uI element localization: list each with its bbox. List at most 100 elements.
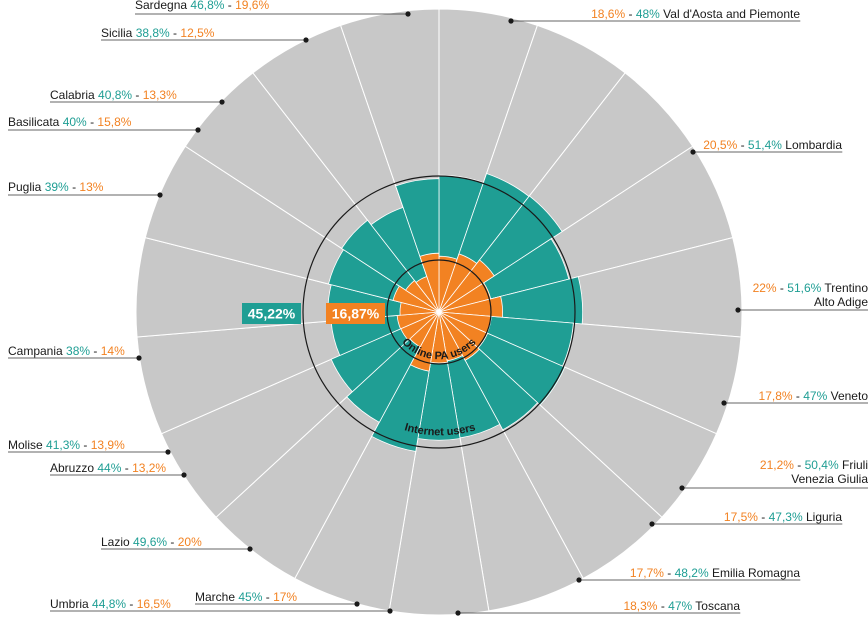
internet-value: 47%	[803, 389, 827, 403]
leader-dot-marche	[354, 601, 360, 607]
leader-dot-liguria	[649, 521, 655, 527]
pa-value: 18,3%	[623, 599, 657, 613]
region-name: Marche	[195, 590, 238, 604]
pa-value: 18,6%	[591, 7, 625, 21]
region-label-abruzzo: Abruzzo 44% - 13,2%	[50, 461, 166, 475]
pa-value: 17%	[273, 590, 297, 604]
pa-bar-basilicata	[392, 285, 440, 313]
leader-dot-veneto	[721, 400, 727, 406]
pa-bar-sardegna	[419, 252, 440, 313]
region-label-trentino-alto-adige: 22% - 51,6% Trentino	[753, 281, 868, 295]
internet-value: 45%	[238, 590, 262, 604]
region-label-lazio: Lazio 49,6% - 20%	[101, 535, 202, 549]
internet-average-value: 45,22%	[248, 306, 296, 322]
region-name: Emilia Romagna	[709, 566, 801, 580]
pa-value: 13,3%	[143, 88, 177, 102]
region-name-line2-friuli-venezia-giulia: Venezia Giulia	[791, 472, 868, 486]
pa-bar-lazio	[409, 311, 440, 372]
internet-value: 44,8%	[92, 597, 126, 611]
pa-value: 21,2%	[760, 458, 794, 472]
pa-bar-trentino-alto-adige	[438, 259, 495, 313]
region-name: Abruzzo	[50, 461, 97, 475]
internet-value: 38%	[66, 344, 90, 358]
internet-value: 38,8%	[136, 26, 170, 40]
internet-value: 46,8%	[190, 0, 224, 12]
pa-value: 17,5%	[724, 510, 758, 524]
leader-dot-emilia-romagna	[576, 577, 582, 583]
region-name: Umbria	[50, 597, 92, 611]
internet-value: 47,3%	[769, 510, 803, 524]
internet-ring-label: Internet users	[403, 421, 477, 438]
region-label-sicilia: Sicilia 38,8% - 12,5%	[101, 26, 215, 40]
pa-value: 22%	[753, 281, 777, 295]
average-rings	[302, 175, 576, 449]
pa-value: 15,8%	[97, 115, 131, 129]
region-label-campania: Campania 38% - 14%	[8, 344, 125, 358]
leader-dot-puglia	[157, 192, 163, 198]
region-name: Lazio	[101, 535, 133, 549]
leader-dot-basilicata	[195, 127, 201, 133]
region-name: Calabria	[50, 88, 98, 102]
average-badges: 45,22% 16,87%	[242, 303, 385, 324]
pa-value: 14%	[101, 344, 125, 358]
pa-value: 13,9%	[91, 438, 125, 452]
region-label-val-d-aosta-and-piemonte: 18,6% - 48% Val d'Aosta and Piemonte	[591, 7, 800, 21]
region-label-emilia-romagna: 17,7% - 48,2% Emilia Romagna	[630, 566, 800, 580]
region-name-line2-trentino-alto-adige: Alto Adige	[814, 295, 868, 309]
leader-dot-val-d-aosta-and-piemonte	[508, 18, 514, 24]
region-label-veneto: 17,8% - 47% Veneto	[759, 389, 868, 403]
region-name: Val d'Aosta and Piemonte	[660, 7, 800, 21]
pa-value: 17,7%	[630, 566, 664, 580]
leader-dot-friuli-venezia-giulia	[679, 485, 685, 491]
pa-value: 20%	[178, 535, 202, 549]
region-name: Basilicata	[8, 115, 63, 129]
leader-dot-calabria	[219, 99, 225, 105]
region-label-molise: Molise 41,3% - 13,9%	[8, 438, 125, 452]
leader-dot-umbria	[387, 608, 393, 614]
internet-value: 51,6%	[787, 281, 821, 295]
internet-value: 40%	[63, 115, 87, 129]
region-name: Liguria	[803, 510, 843, 524]
region-label-lombardia: 20,5% - 51,4% Lombardia	[703, 138, 842, 152]
pa-value: 13,2%	[132, 461, 166, 475]
region-label-puglia: Puglia 39% - 13%	[8, 180, 104, 194]
region-name: Toscana	[692, 599, 740, 613]
region-label-toscana: 18,3% - 47% Toscana	[623, 599, 740, 613]
region-label-umbria: Umbria 44,8% - 16,5%	[50, 597, 171, 611]
pa-value: 16,5%	[137, 597, 171, 611]
region-name: Sicilia	[101, 26, 136, 40]
leader-lines	[8, 11, 868, 616]
internet-value: 40,8%	[98, 88, 132, 102]
pa-bar-calabria	[405, 279, 440, 313]
pa-bar-campania	[396, 311, 440, 330]
leader-dot-lazio	[247, 546, 253, 552]
leader-dot-molise	[165, 449, 171, 455]
pa-bar-friuli-venezia-giulia	[438, 295, 503, 318]
leader-dot-sicilia	[303, 37, 309, 43]
leader-dot-campania	[136, 355, 142, 361]
pa-value: 13%	[79, 180, 103, 194]
region-label-sardegna: Sardegna 46,8% - 19,6%	[135, 0, 269, 12]
internet-value: 41,3%	[46, 438, 80, 452]
internet-value: 49,6%	[133, 535, 167, 549]
region-name: Molise	[8, 438, 46, 452]
internet-average-ring	[302, 175, 576, 449]
region-label-liguria: 17,5% - 47,3% Liguria	[724, 510, 842, 524]
internet-value: 47%	[668, 599, 692, 613]
region-label-friuli-venezia-giulia: 21,2% - 50,4% Friuli	[760, 458, 868, 472]
region-label-calabria: Calabria 40,8% - 13,3%	[50, 88, 177, 102]
internet-value: 39%	[45, 180, 69, 194]
region-name: Campania	[8, 344, 66, 358]
region-label-marche: Marche 45% - 17%	[195, 590, 297, 604]
region-labels: 18,6% - 48% Val d'Aosta and Piemonte 20,5…	[8, 0, 868, 613]
leader-dot-lombardia	[690, 149, 696, 155]
region-label-basilicata: Basilicata 40% - 15,8%	[8, 115, 132, 129]
internet-value: 48%	[636, 7, 660, 21]
internet-value: 48,2%	[675, 566, 709, 580]
region-name: Puglia	[8, 180, 45, 194]
leader-dot-trentino-alto-adige	[735, 307, 741, 313]
pa-value: 17,8%	[759, 389, 793, 403]
pa-value: 12,5%	[180, 26, 214, 40]
region-name: Lombardia	[782, 138, 842, 152]
